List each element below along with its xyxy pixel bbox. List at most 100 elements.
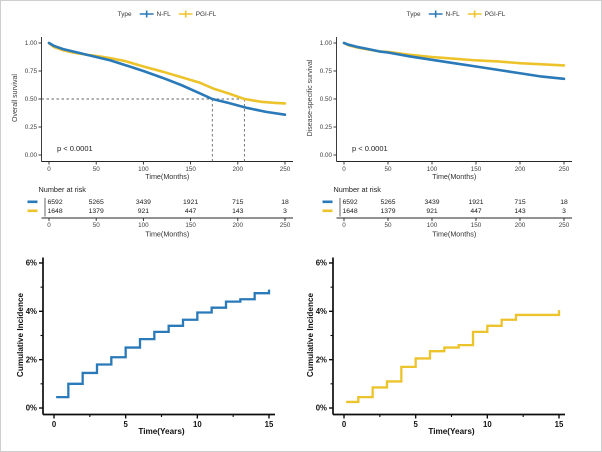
svg-text:15: 15 [555,420,564,429]
legend-entry-n-fl: N-FL [428,10,460,18]
svg-text:5265: 5265 [89,199,104,206]
svg-text:Time(Months): Time(Months) [432,172,476,181]
svg-text:0%: 0% [26,404,37,413]
svg-text:10: 10 [483,420,492,429]
svg-text:15: 15 [265,420,274,429]
svg-text:0: 0 [342,222,346,229]
km-curve-N-FL [342,41,566,81]
pgi-fl-line-marker-icon [467,10,482,18]
svg-text:5265: 5265 [380,199,395,206]
svg-text:150: 150 [471,222,482,229]
svg-text:921: 921 [426,208,438,215]
svg-text:Time(Years): Time(Years) [138,427,185,436]
overall-survival-chart: 0.00 0.25 0.50 0.75 1.00 0 50 100 150 200 250 Time(… [25,37,293,239]
svg-text:4%: 4% [26,307,37,316]
svg-text:0.75: 0.75 [320,68,333,75]
cumulative-incidence-axis-label-right: Cumulative Incidence [306,292,315,378]
svg-text:1.00: 1.00 [25,40,38,47]
svg-text:50: 50 [93,222,101,229]
svg-text:0.25: 0.25 [25,124,38,131]
disease-specific-survival-axis-label: Disease-specific survival [307,59,314,137]
svg-text:4%: 4% [316,307,327,316]
svg-text:1648: 1648 [48,208,63,215]
legend-overall-survival: Type N-FL PGI-FL [117,10,216,18]
cumulative-incidence-n-fl-chart: 0% 2% 4% 6% 0 5 10 15 Time(Years) [26,257,275,436]
svg-text:715: 715 [232,199,244,206]
legend-entry-label: N-FL [445,10,460,18]
svg-text:100: 100 [427,222,438,229]
legend-disease-specific-survival: Type N-FL PGI-FL [406,10,505,18]
svg-text:200: 200 [233,222,244,229]
svg-text:6%: 6% [316,259,327,268]
km-curve-N-FL [47,41,287,116]
svg-text:3: 3 [283,208,287,215]
svg-text:200: 200 [233,166,244,173]
svg-text:100: 100 [138,166,149,173]
legend-title: Type [117,10,132,18]
svg-text:250: 250 [559,222,570,229]
svg-text:Time(Months): Time(Months) [145,172,189,181]
svg-text:150: 150 [185,222,196,229]
svg-text:0%: 0% [316,404,327,413]
svg-text:2%: 2% [316,355,327,364]
legend-entry-pgi-fl: PGI-FL [467,10,505,18]
legend-entry-label: N-FL [156,10,171,18]
svg-text:921: 921 [138,208,150,215]
svg-text:Time(Years): Time(Years) [428,427,475,436]
svg-text:0.00: 0.00 [320,152,333,159]
svg-text:150: 150 [185,166,196,173]
cumulative-incidence-step-line [56,289,271,399]
svg-text:5: 5 [123,420,128,429]
svg-text:6%: 6% [26,259,37,268]
svg-text:Time(Months): Time(Months) [432,230,476,239]
svg-text:0.75: 0.75 [25,68,38,75]
overall-survival-axis-label: Overall survival [12,74,19,122]
svg-text:100: 100 [138,222,149,229]
svg-text:Time(Months): Time(Months) [145,230,189,239]
svg-text:250: 250 [280,222,291,229]
svg-text:0: 0 [47,222,51,229]
svg-text:150: 150 [471,166,482,173]
legend-entry-pgi-fl: PGI-FL [178,10,216,18]
svg-text:100: 100 [427,166,438,173]
svg-text:447: 447 [185,208,197,215]
svg-text:1379: 1379 [380,208,395,215]
km-curve-PGI-FL [47,41,287,105]
svg-text:0: 0 [47,166,51,173]
svg-text:0.00: 0.00 [25,152,38,159]
svg-text:715: 715 [514,199,526,206]
svg-text:3: 3 [562,208,566,215]
svg-text:3439: 3439 [136,199,151,206]
p-value-overall-survival: p < 0.0001 [57,144,93,153]
svg-text:50: 50 [384,166,392,173]
svg-text:50: 50 [384,222,392,229]
svg-text:0: 0 [52,420,57,429]
n-fl-line-marker-icon [139,10,154,18]
cumulative-incidence-pgi-fl-chart: 0% 2% 4% 6% 0 5 10 15 Time(Years) [316,257,565,436]
svg-text:250: 250 [559,166,570,173]
cumulative-incidence-step-line [346,310,561,404]
svg-text:10: 10 [193,420,202,429]
svg-text:50: 50 [93,166,101,173]
svg-text:6592: 6592 [343,199,358,206]
svg-text:Number at risk: Number at risk [334,185,382,194]
svg-text:1648: 1648 [343,208,358,215]
svg-text:3439: 3439 [424,199,439,206]
n-fl-line-marker-icon [428,10,443,18]
svg-text:447: 447 [470,208,482,215]
svg-text:6592: 6592 [48,199,63,206]
svg-text:143: 143 [514,208,526,215]
legend-title: Type [406,10,421,18]
disease-specific-survival-risk-table: Number at risk 6592 5265 3439 1921 715 18 1648 1… [322,185,572,239]
svg-text:1379: 1379 [89,208,104,215]
svg-text:Number at risk: Number at risk [39,185,87,194]
svg-text:0: 0 [342,166,346,173]
p-value-disease-specific-survival: p < 0.0001 [352,144,388,153]
svg-text:250: 250 [280,166,291,173]
svg-text:1.00: 1.00 [320,40,333,47]
legend-entry-n-fl: N-FL [139,10,171,18]
disease-specific-survival-chart: 0.00 0.25 0.50 0.75 1.00 0 50 100 150 200 250 Time(… [320,37,572,239]
svg-text:18: 18 [560,199,568,206]
svg-text:0: 0 [342,420,347,429]
